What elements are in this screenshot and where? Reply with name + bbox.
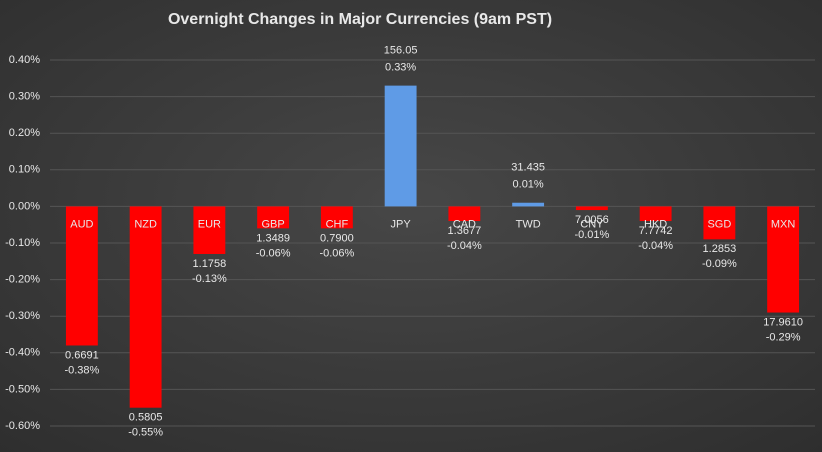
y-tick-label: -0.30% [5, 310, 40, 322]
y-tick-label: 0.40% [9, 54, 40, 66]
bar [512, 202, 545, 207]
data-label: 0.01% [513, 179, 544, 191]
bar [65, 206, 98, 346]
rate-label: 156.05 [384, 45, 418, 57]
rate-label: 7.0056 [575, 214, 609, 226]
bar [320, 206, 353, 229]
rate-label: 1.2853 [703, 243, 737, 255]
rate-label: 0.5805 [129, 412, 163, 424]
bar [575, 206, 608, 211]
data-label: -0.01% [574, 229, 609, 241]
y-tick-label: -0.40% [5, 347, 40, 359]
y-tick-label: 0.20% [9, 127, 40, 139]
data-label: 0.33% [385, 62, 416, 74]
data-label: -0.06% [256, 247, 291, 259]
data-label: -0.09% [702, 258, 737, 270]
x-tick-label: CNY [580, 218, 604, 230]
x-tick-label: NZD [134, 218, 157, 230]
x-tick-label: EUR [198, 218, 221, 230]
data-label: -0.04% [447, 240, 482, 252]
y-tick-label: 0.10% [9, 164, 40, 176]
x-tick-label: GBP [262, 218, 285, 230]
data-label: -0.06% [319, 247, 354, 259]
x-tick-label: TWD [516, 218, 541, 230]
rate-label: 0.7900 [320, 232, 354, 244]
bar [448, 206, 481, 222]
rate-label: 7.7742 [639, 225, 673, 237]
y-tick-label: -0.20% [5, 274, 40, 286]
data-label: -0.38% [64, 364, 99, 376]
bar [129, 206, 162, 408]
x-tick-label: JPY [391, 218, 412, 230]
chart-title: Overnight Changes in Major Currencies (9… [168, 11, 552, 28]
bar [639, 206, 672, 222]
y-tick-label: 0.30% [9, 91, 40, 103]
bar [193, 206, 226, 254]
data-label: -0.29% [766, 331, 801, 343]
bar [703, 206, 736, 240]
bar [767, 206, 800, 313]
rate-label: 17.9610 [763, 316, 803, 328]
bar [257, 206, 290, 229]
bar [384, 85, 417, 207]
rate-label: 1.1758 [193, 258, 227, 270]
x-tick-label: CAD [453, 218, 476, 230]
x-tick-label: AUD [70, 218, 93, 230]
y-tick-label: -0.10% [5, 237, 40, 249]
y-tick-label: 0.00% [9, 200, 40, 212]
y-tick-label: -0.60% [5, 420, 40, 432]
data-label: -0.55% [128, 427, 163, 439]
y-tick-label: -0.50% [5, 383, 40, 395]
data-label: -0.13% [192, 273, 227, 285]
x-tick-label: MXN [771, 218, 796, 230]
x-tick-label: SGD [707, 218, 731, 230]
rate-label: 0.6691 [65, 349, 99, 361]
x-tick-label: HKD [644, 218, 667, 230]
x-tick-label: CHF [326, 218, 349, 230]
rate-label: 31.435 [511, 162, 545, 174]
rate-label: 1.3677 [448, 225, 482, 237]
rate-label: 1.3489 [256, 232, 290, 244]
data-label: -0.04% [638, 240, 673, 252]
